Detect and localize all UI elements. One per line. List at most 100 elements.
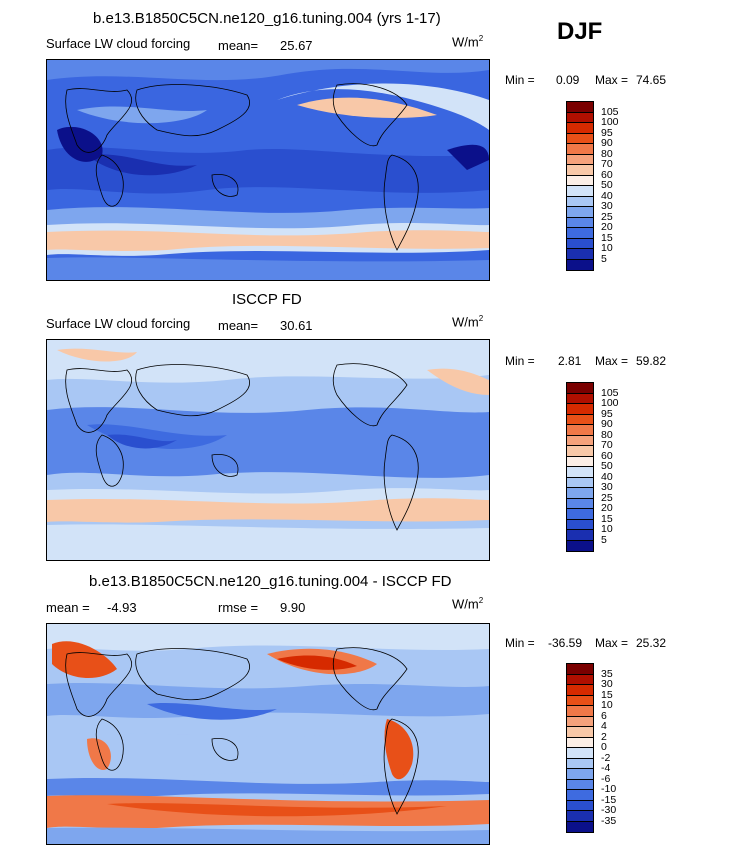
panel3-units: W/m2: [452, 596, 484, 612]
colorbar-swatch: [567, 196, 593, 207]
panel3-rmse-value: 9.90: [280, 600, 306, 615]
panel3-max-label: Max =: [595, 636, 629, 650]
colorbar-swatch: [567, 737, 593, 748]
panel2-mean-label: mean=: [218, 318, 259, 333]
colorbar-swatch: [567, 664, 593, 675]
colorbar-label: 100: [601, 116, 619, 128]
colorbar-label: 80: [601, 428, 613, 441]
colorbar-swatch: [567, 144, 593, 155]
colorbar-swatch: [567, 509, 593, 520]
panel2-map-field: [47, 340, 489, 560]
colorbar-swatch: [567, 249, 593, 260]
colorbar-label: 70: [601, 158, 613, 170]
colorbar-swatch: [567, 165, 593, 176]
colorbar-label: 5: [601, 252, 607, 265]
panel3-min-label: Min =: [505, 636, 535, 650]
colorbar-swatch: [567, 685, 593, 696]
colorbar-label: 15: [601, 231, 613, 244]
panel2-max-label: Max =: [595, 354, 629, 368]
colorbar-swatch: [567, 779, 593, 790]
colorbar-label: 35: [601, 667, 613, 680]
colorbar-label: 50: [601, 179, 613, 191]
colorbar-swatch: [567, 467, 593, 478]
colorbar-label: 60: [601, 449, 613, 462]
colorbar-swatch: [567, 446, 593, 457]
colorbar-label: 90: [601, 137, 613, 149]
colorbar-swatch: [567, 207, 593, 218]
colorbar-swatch: [567, 477, 593, 488]
panel2-title: ISCCP FD: [232, 291, 302, 308]
colorbar-swatch: [567, 769, 593, 780]
colorbar-label: 50: [601, 460, 613, 472]
colorbar-label: 25: [601, 210, 613, 223]
colorbar-swatch: [567, 102, 593, 113]
colorbar-swatch: [567, 488, 593, 499]
panel1-map: [46, 59, 490, 281]
panel2-mean-value: 30.61: [280, 318, 313, 333]
colorbar-label: 10: [601, 242, 613, 254]
colorbar-label: 40: [601, 470, 613, 483]
panel3-colorbar: [566, 663, 594, 833]
colorbar-swatch: [567, 435, 593, 446]
colorbar-label: 4: [601, 720, 607, 732]
colorbar-swatch: [567, 175, 593, 186]
colorbar-label: 30: [601, 200, 613, 212]
panel3-title: b.e13.B1850C5CN.ne120_g16.tuning.004 - I…: [89, 573, 452, 590]
panel1-title: b.e13.B1850C5CN.ne120_g16.tuning.004 (yr…: [93, 10, 441, 27]
panel2-map: [46, 339, 490, 561]
panel3-mean-label: mean =: [46, 600, 90, 615]
panel3-rmse-label: rmse =: [218, 600, 259, 615]
colorbar-swatch: [567, 800, 593, 811]
colorbar-swatch: [567, 383, 593, 394]
panel2-variable: Surface LW cloud forcing: [46, 316, 191, 331]
colorbar-label: 20: [601, 221, 613, 233]
colorbar-swatch: [567, 695, 593, 706]
panel2-max-value: 59.82: [636, 354, 667, 368]
colorbar-label: 105: [601, 386, 619, 399]
panel1-variable: Surface LW cloud forcing: [46, 36, 191, 51]
colorbar-label: 70: [601, 439, 613, 451]
colorbar-label: -6: [601, 772, 611, 785]
panel2-min-label: Min =: [505, 354, 535, 368]
colorbar-swatch: [567, 758, 593, 769]
colorbar-label: 95: [601, 126, 613, 139]
colorbar-swatch: [567, 217, 593, 228]
panel1-mean-value: 25.67: [280, 38, 313, 53]
colorbar-label: 40: [601, 189, 613, 202]
colorbar-swatch: [567, 238, 593, 249]
colorbar-swatch: [567, 228, 593, 239]
panel1-map-field: [47, 60, 489, 280]
panel1-max-label: Max =: [595, 73, 629, 87]
panel2-min-value: 2.81: [558, 354, 582, 368]
colorbar-swatch: [567, 154, 593, 165]
colorbar-label: 80: [601, 147, 613, 160]
colorbar-swatch: [567, 519, 593, 530]
panel1-max-value: 74.65: [636, 73, 667, 87]
colorbar-label: 15: [601, 688, 613, 701]
panel2-colorbar: [566, 382, 594, 552]
panel3-mean-value: -4.93: [107, 600, 137, 615]
colorbar-label: 100: [601, 397, 619, 409]
colorbar-swatch: [567, 498, 593, 509]
panel2-units: W/m2: [452, 314, 484, 330]
colorbar-swatch: [567, 706, 593, 717]
colorbar-label: 30: [601, 678, 613, 690]
colorbar-swatch: [567, 748, 593, 759]
colorbar-swatch: [567, 716, 593, 727]
colorbar-swatch: [567, 393, 593, 404]
panel1-mean-label: mean=: [218, 38, 259, 53]
colorbar-label: 10: [601, 523, 613, 535]
colorbar-swatch: [567, 727, 593, 738]
panel1-colorbar: [566, 101, 594, 271]
colorbar-swatch: [567, 133, 593, 144]
colorbar-label: 105: [601, 105, 619, 118]
colorbar-label: -30: [601, 804, 617, 816]
colorbar-swatch: [567, 123, 593, 134]
colorbar-label: 5: [601, 533, 607, 546]
colorbar-swatch: [567, 456, 593, 467]
colorbar-label: -10: [601, 783, 617, 795]
colorbar-swatch: [567, 811, 593, 822]
panel3-map-field: [47, 624, 489, 844]
panel3-max-value: 25.32: [636, 636, 667, 650]
colorbar-label: 0: [601, 741, 607, 753]
